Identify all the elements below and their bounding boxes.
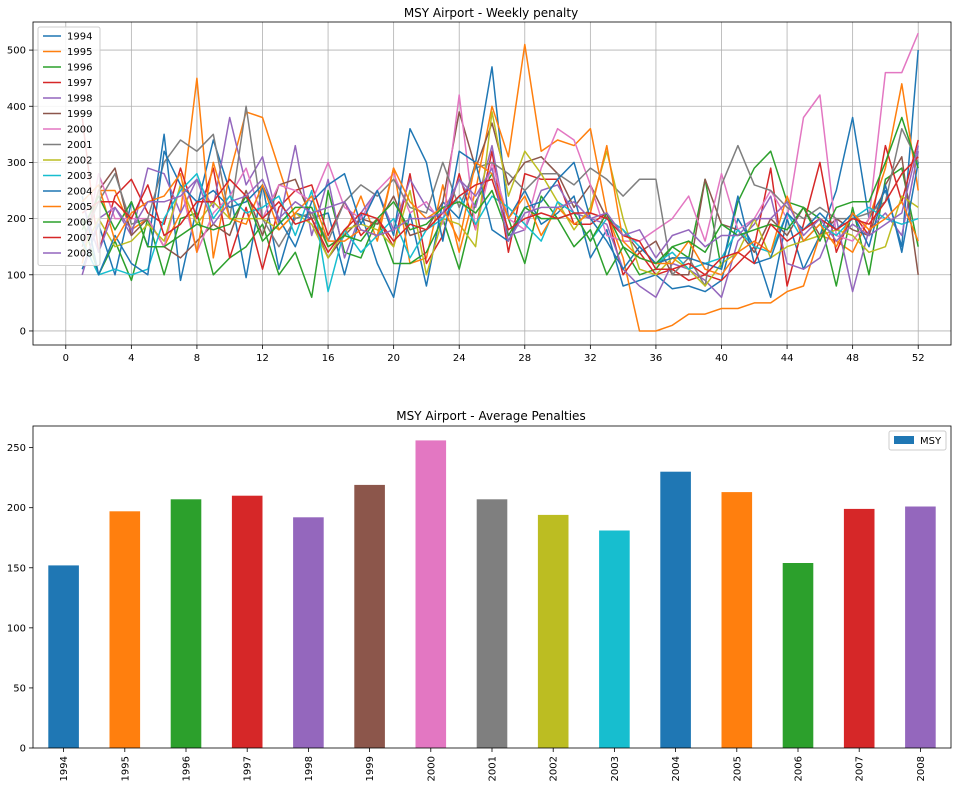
bar-plot-frame xyxy=(32,425,952,749)
bar-1996 xyxy=(170,499,202,748)
series-line-2007 xyxy=(81,156,919,276)
x-tick-label: 2003 xyxy=(610,756,621,781)
bar-2000 xyxy=(415,440,447,748)
y-tick-label: 200 xyxy=(7,503,26,514)
x-tick-label: 48 xyxy=(846,353,859,364)
bar-2002 xyxy=(537,514,569,748)
line-chart-title: MSY Airport - Weekly penalty xyxy=(404,6,578,20)
x-tick-label: 12 xyxy=(256,353,269,364)
bar-1998 xyxy=(293,517,324,748)
x-tick-label: 2004 xyxy=(671,756,682,781)
y-tick-label: 100 xyxy=(7,623,26,634)
bar-2006 xyxy=(782,563,814,748)
x-tick-label: 16 xyxy=(322,353,335,364)
legend-label-1999: 1999 xyxy=(67,109,92,120)
legend-label-2003: 2003 xyxy=(67,171,92,182)
y-tick-label: 0 xyxy=(20,744,26,755)
x-tick-label: 1998 xyxy=(304,756,315,781)
x-tick-label: 20 xyxy=(387,353,400,364)
x-tick-label: 2007 xyxy=(855,756,866,781)
legend-label-2001: 2001 xyxy=(67,140,92,151)
legend-label-1997: 1997 xyxy=(67,78,92,89)
x-tick-label: 2002 xyxy=(549,756,560,781)
x-tick-label: 1996 xyxy=(182,756,193,781)
legend-label-2000: 2000 xyxy=(67,125,92,136)
y-tick-label: 400 xyxy=(7,102,26,113)
x-tick-label: 1999 xyxy=(365,756,376,781)
bar-chart-axes: 1994 1995 1996 1997 1998 1999 2000 2001 2002 2003… xyxy=(7,425,952,781)
x-tick-label: 28 xyxy=(518,353,531,364)
bar-2003 xyxy=(599,530,630,748)
x-tick-label: 36 xyxy=(650,353,663,364)
y-tick-label: 100 xyxy=(7,270,26,281)
legend-label-2006: 2006 xyxy=(67,218,92,229)
legend-label-2004: 2004 xyxy=(67,187,92,198)
series-line-1994 xyxy=(81,50,919,299)
series-line-2006 xyxy=(81,116,919,265)
bar-chart-bars xyxy=(48,440,936,748)
bar-2007 xyxy=(843,508,875,748)
series-line-2001 xyxy=(81,105,919,287)
x-tick-label: 8 xyxy=(194,353,200,364)
bar-1997 xyxy=(231,495,263,748)
y-tick-label: 500 xyxy=(7,46,26,57)
series-line-2004 xyxy=(81,127,919,276)
line-chart-series xyxy=(81,32,919,332)
line-chart-legend: 1994 1995 1996 1997 1998 1999 2000 2001 2002 2003… xyxy=(37,26,101,266)
line-plot-frame xyxy=(32,21,952,346)
legend-label-MSY: MSY xyxy=(920,436,942,447)
bar-chart-legend: MSY xyxy=(888,430,947,451)
x-tick-label: 2001 xyxy=(488,756,499,781)
series-line-2000 xyxy=(81,32,919,259)
bar-2004 xyxy=(660,471,691,748)
legend-label-1998: 1998 xyxy=(67,94,92,105)
legend-label-1996: 1996 xyxy=(67,63,92,74)
x-tick-label: 52 xyxy=(912,353,925,364)
legend-label-2008: 2008 xyxy=(67,249,92,260)
legend-label-2002: 2002 xyxy=(67,156,92,167)
line-chart-axes: 0 4 8 12 16 20 24 28 32 36 40 44 48 52010020030040050… xyxy=(7,21,952,364)
legend-label-2005: 2005 xyxy=(67,202,92,213)
bar-1999 xyxy=(354,484,385,748)
y-tick-label: 200 xyxy=(7,214,26,225)
bar-2008 xyxy=(905,506,936,748)
x-tick-label: 2000 xyxy=(426,756,437,781)
legend-swatch-MSY xyxy=(894,436,914,444)
x-tick-label: 1997 xyxy=(243,756,254,781)
bar-1994 xyxy=(48,565,79,748)
x-tick-label: 4 xyxy=(128,353,134,364)
y-tick-label: 0 xyxy=(20,326,26,337)
x-tick-label: 2006 xyxy=(794,756,805,781)
x-tick-label: 0 xyxy=(63,353,69,364)
bar-chart-title: MSY Airport - Average Penalties xyxy=(396,409,585,423)
y-tick-label: 250 xyxy=(7,443,26,454)
x-tick-label: 44 xyxy=(781,353,794,364)
x-tick-label: 40 xyxy=(715,353,728,364)
bar-1995 xyxy=(109,511,141,748)
y-tick-label: 300 xyxy=(7,158,26,169)
average-penalties-chart: MSY Airport - Average Penalties 1994 1995… xyxy=(7,409,952,781)
bar-2001 xyxy=(476,499,508,748)
legend-label-1995: 1995 xyxy=(67,47,92,58)
weekly-penalty-chart: MSY Airport - Weekly penalty 0 4 8 12 16 20 24… xyxy=(7,6,952,364)
series-line-2002 xyxy=(81,111,919,287)
series-line-2008 xyxy=(81,145,919,259)
y-tick-label: 50 xyxy=(13,683,26,694)
x-tick-label: 1995 xyxy=(120,756,131,781)
legend-label-1994: 1994 xyxy=(67,32,92,43)
legend-box xyxy=(888,430,947,451)
x-tick-label: 2008 xyxy=(916,756,927,781)
x-tick-label: 24 xyxy=(453,353,466,364)
x-tick-label: 2005 xyxy=(732,756,743,781)
legend-label-2007: 2007 xyxy=(67,233,92,244)
bar-2005 xyxy=(721,492,753,748)
x-tick-label: 32 xyxy=(584,353,597,364)
x-tick-label: 1994 xyxy=(59,756,70,781)
y-tick-label: 150 xyxy=(7,563,26,574)
